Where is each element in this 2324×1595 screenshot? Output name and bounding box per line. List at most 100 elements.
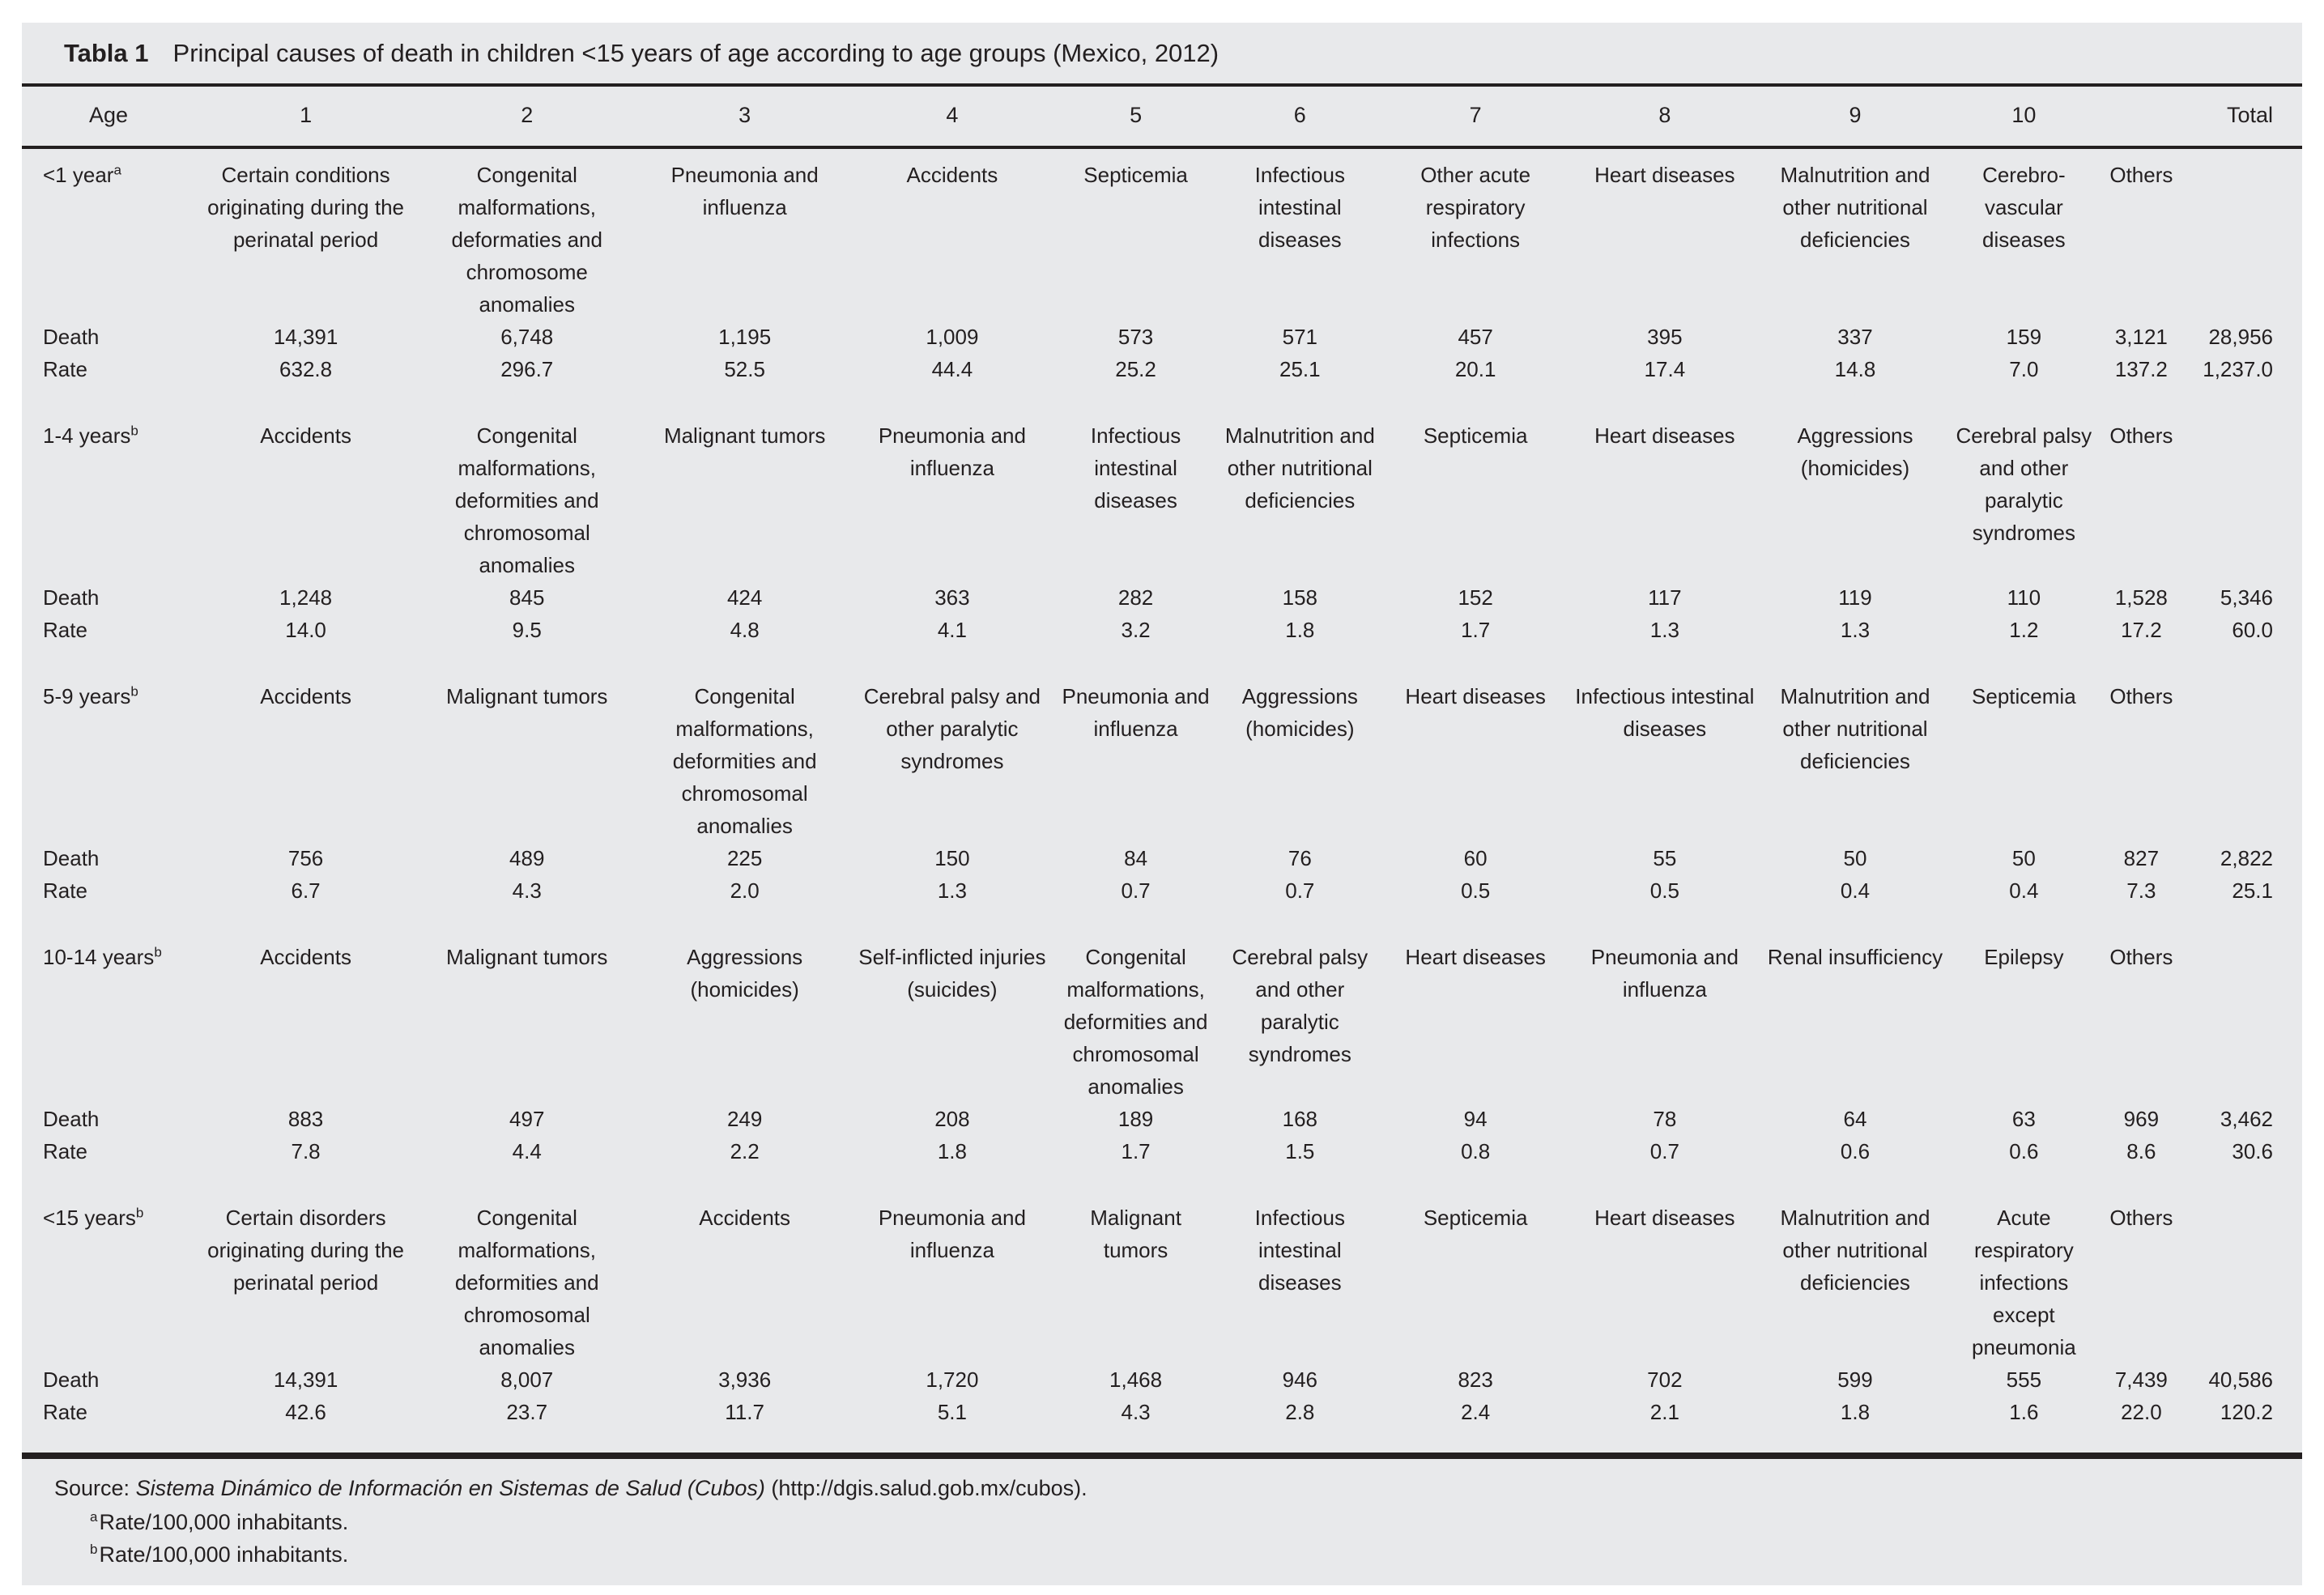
rate-value-rank-7: 2.4 [1461,1400,1491,1424]
age-group-label: 1-4 yearsb [43,423,138,448]
death-value-rank-6: 168 [1282,1107,1318,1131]
cause-name-rank-1: Accidents [260,684,351,708]
death-value-rank-8: 395 [1647,325,1683,349]
header-rank-7: 7 [1381,87,1570,149]
source-line: Source: Sistema Dinámico de Información … [54,1472,2270,1504]
cause-row-section-5: <15 yearsb Certain disorders originating … [22,1192,2302,1363]
total-rate-value: 60.0 [2232,618,2273,642]
table-1-card: Tabla 1 Principal causes of death in chi… [22,23,2302,1585]
rate-value-rank-10: 7.0 [2009,357,2039,381]
rate-value-rank-9: 0.6 [1840,1139,1871,1163]
total-death-value: 2,822 [2220,846,2273,870]
death-value-rank-10: 555 [2006,1367,2042,1392]
death-value-rank-2: 845 [509,585,545,610]
rate-row-label: Rate [43,1400,87,1424]
rate-row-section-1: Rate 632.8 296.7 52.5 44.4 25.2 25.1 20.1 17.4 14… [22,353,2302,410]
total-death-value: 5,346 [2220,585,2273,610]
death-value-rank-4: 1,720 [926,1367,979,1392]
death-value-rank-6: 158 [1282,585,1318,610]
others-death-value: 969 [2123,1107,2160,1131]
cause-name-rank-9: Malnutrition and other nutritional defic… [1780,1206,1930,1295]
death-value-rank-4: 150 [934,846,970,870]
death-value-rank-7: 457 [1458,325,1493,349]
rate-value-rank-4: 5.1 [937,1400,967,1424]
death-value-rank-2: 6,748 [500,325,554,349]
age-group-footnote-mark: b [130,423,138,439]
rate-value-rank-8: 2.1 [1649,1400,1679,1424]
rate-value-rank-6: 2.8 [1285,1400,1315,1424]
rate-value-rank-6: 1.8 [1285,618,1315,642]
death-row-section-5: Death 14,391 8,007 3,936 1,720 1,468 946 823 702… [22,1363,2302,1396]
others-label: Others [2109,945,2173,969]
footnote-b-text: Rate/100,000 inhabitants. [99,1542,349,1567]
others-label: Others [2109,163,2173,187]
death-value-rank-2: 8,007 [500,1367,554,1392]
source-url: (http://dgis.salud.gob.mx/cubos). [764,1476,1088,1500]
cause-name-rank-4: Pneumonia and influenza [878,1206,1026,1262]
cause-name-rank-3: Accidents [699,1206,791,1230]
death-row-section-3: Death 756 489 225 150 84 76 60 55 50 50 827 2,822 [22,842,2302,874]
footnote-a: aRate/100,000 inhabitants. [54,1506,2270,1538]
cause-name-rank-3: Congenital malformations, deformities an… [672,684,817,838]
death-value-rank-9: 64 [1843,1107,1867,1131]
cause-name-rank-7: Heart diseases [1405,684,1546,708]
cause-name-rank-1: Certain disorders originating during the… [207,1206,404,1295]
rate-value-rank-9: 1.3 [1840,618,1871,642]
cause-name-rank-4: Cerebral palsy and other paralytic syndr… [863,684,1041,773]
death-row-section-2: Death 1,248 845 424 363 282 158 152 117 119 110 1,5… [22,581,2302,614]
table-title-label: Tabla 1 [64,38,149,67]
death-value-rank-3: 225 [726,846,763,870]
rate-value-rank-7: 1.7 [1461,618,1491,642]
others-death-value: 3,121 [2114,325,2168,349]
death-value-rank-3: 249 [726,1107,763,1131]
rate-value-rank-2: 296.7 [500,357,554,381]
rate-value-rank-3: 52.5 [724,357,765,381]
death-value-rank-7: 152 [1458,585,1493,610]
death-row-label: Death [43,325,100,349]
others-label: Others [2109,423,2173,448]
rate-row-section-3: Rate 6.7 4.3 2.0 1.3 0.7 0.7 0.5 0.5 0.4 0.4 7.3 25.… [22,874,2302,931]
rate-row-section-4: Rate 7.8 4.4 2.2 1.8 1.7 1.5 0.8 0.7 0.6 0.6 8.6 30.… [22,1135,2302,1192]
footnote-b: bRate/100,000 inhabitants. [54,1538,2270,1571]
total-spacer [2186,670,2302,842]
footnote-a-mark: a [90,1509,98,1525]
rate-value-rank-7: 0.8 [1461,1139,1491,1163]
total-rate-value: 1,237.0 [2203,357,2273,381]
rate-value-rank-5: 25.2 [1115,357,1156,381]
cause-name-rank-4: Pneumonia and influenza [878,423,1026,480]
rate-value-rank-5: 4.3 [1121,1400,1151,1424]
cause-name-rank-8: Heart diseases [1594,423,1735,448]
rate-value-rank-8: 17.4 [1644,357,1686,381]
header-rank-6: 6 [1219,87,1381,149]
cause-name-rank-9: Malnutrition and other nutritional defic… [1780,163,1930,252]
rate-value-rank-4: 4.1 [937,618,967,642]
header-rank-8: 8 [1570,87,1760,149]
rate-value-rank-10: 0.4 [2009,878,2039,903]
header-rank-10: 10 [1951,87,2097,149]
source-name: Sistema Dinámico de Información en Siste… [135,1476,765,1500]
footnote-b-mark: b [90,1542,98,1557]
rate-value-rank-10: 0.6 [2009,1139,2039,1163]
rate-value-rank-6: 0.7 [1285,878,1315,903]
death-value-rank-8: 55 [1653,846,1677,870]
rate-value-rank-10: 1.6 [2009,1400,2039,1424]
cause-name-rank-10: Epilepsy [1984,945,2064,969]
rate-value-rank-3: 2.0 [730,878,760,903]
death-row-section-4: Death 883 497 249 208 189 168 94 78 64 63 969 3,462 [22,1103,2302,1135]
cause-name-rank-4: Self-inflicted injuries (suicides) [858,945,1046,1002]
rate-value-rank-6: 1.5 [1285,1139,1315,1163]
death-value-rank-2: 489 [509,846,545,870]
header-rank-9: 9 [1759,87,1952,149]
cause-row-section-2: 1-4 yearsb Accidents Congenital malformati… [22,410,2302,581]
header-rank-5: 5 [1052,87,1219,149]
cause-name-rank-5: Infectious intestinal diseases [1090,423,1181,513]
total-spacer [2186,147,2302,321]
rate-row-section-2: Rate 14.0 9.5 4.8 4.1 3.2 1.8 1.7 1.3 1.3 1.2 17.2 6… [22,614,2302,670]
cause-name-rank-10: Acute respiratory infections except pneu… [1972,1206,2076,1359]
rate-row-label: Rate [43,878,87,903]
death-value-rank-3: 3,936 [718,1367,772,1392]
rate-value-rank-8: 0.7 [1649,1139,1679,1163]
death-value-rank-9: 119 [1838,585,1872,610]
death-value-rank-5: 1,468 [1109,1367,1163,1392]
